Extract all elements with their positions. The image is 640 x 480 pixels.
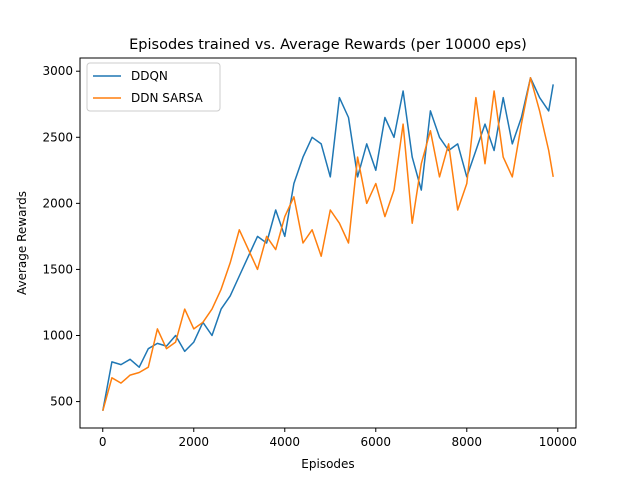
x-tick-label: 4000 — [269, 435, 300, 449]
y-axis-ticks: 500 1000 1500 2000 2500 3000 — [42, 64, 80, 409]
series-line-ddn-sarsa — [102, 77, 554, 411]
y-tick-label: 1500 — [42, 262, 73, 276]
x-tick-label: 6000 — [361, 435, 392, 449]
y-axis-title: Average Rewards — [15, 191, 29, 295]
y-tick-label: 2000 — [42, 196, 73, 210]
legend: DDQN DDN SARSA — [86, 62, 221, 112]
series-line-ddqn — [102, 77, 554, 411]
x-axis-title: Episodes — [301, 457, 354, 471]
chart-title: Episodes trained vs. Average Rewards (pe… — [129, 37, 527, 53]
legend-box — [86, 62, 221, 112]
plot-frame — [79, 57, 577, 429]
legend-label-ddqn: DDQN — [131, 69, 168, 83]
x-tick-label: 10000 — [539, 435, 577, 449]
x-tick-label: 8000 — [452, 435, 483, 449]
x-tick-label: 2000 — [178, 435, 209, 449]
legend-label-ddn-sarsa: DDN SARSA — [131, 91, 203, 105]
series-layer — [102, 77, 554, 411]
y-tick-label: 3000 — [42, 64, 73, 78]
x-tick-label: 0 — [99, 435, 107, 449]
y-tick-label: 500 — [50, 395, 73, 409]
x-axis-ticks: 0 2000 4000 6000 8000 10000 — [99, 428, 577, 449]
y-tick-label: 1000 — [42, 329, 73, 343]
y-tick-label: 2500 — [42, 130, 73, 144]
